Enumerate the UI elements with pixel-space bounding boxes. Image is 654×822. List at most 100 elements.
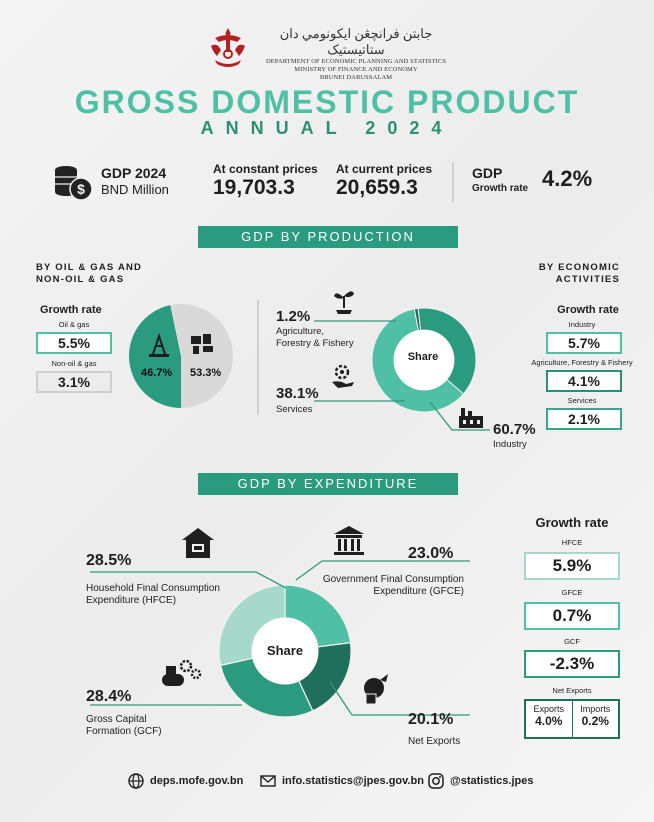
industry-label: Industry bbox=[493, 439, 527, 450]
services-growth-box: 2.1% bbox=[546, 408, 622, 430]
pie-slice-non-oil-gas bbox=[170, 304, 233, 408]
industry-percent: 60.7% bbox=[493, 421, 536, 438]
agri-label-line1: Agriculture, bbox=[276, 326, 325, 337]
pie-oil-percent: 46.7% bbox=[141, 367, 173, 379]
current-prices-label: At current prices bbox=[336, 162, 433, 176]
gdp-growth-label-1: GDP bbox=[472, 165, 503, 181]
expenditure-banner: GDP BY EXPENDITURE bbox=[198, 473, 458, 495]
bulldozer-gears-icon bbox=[162, 659, 202, 686]
hfce-growth-label: HFCE bbox=[561, 538, 583, 547]
page-subtitle: ANNUAL 2024 bbox=[200, 118, 454, 138]
gdp-unit-label: BND Million bbox=[101, 182, 169, 197]
agri-growth-box: 4.1% bbox=[546, 370, 622, 392]
gcf-percent: 28.4% bbox=[86, 688, 132, 705]
oil-growth-heading: Growth rate bbox=[40, 304, 102, 316]
expenditure-share-label: Share bbox=[266, 643, 304, 658]
services-growth-label: Services bbox=[567, 396, 597, 405]
constant-prices-value: 19,703.3 bbox=[213, 176, 295, 199]
summary-divider bbox=[452, 162, 454, 202]
hfce-growth-box: 5.9% bbox=[524, 552, 620, 580]
oil-gas-label: Oil & gas bbox=[58, 320, 90, 329]
exports-cell: Exports 4.0% bbox=[526, 701, 573, 737]
industry-leader-line bbox=[429, 401, 490, 431]
production-divider bbox=[257, 300, 259, 415]
activities-share-label: Share bbox=[407, 351, 439, 363]
gdp-year-label: GDP 2024 bbox=[101, 165, 167, 181]
industry-growth-box: 5.7% bbox=[546, 332, 622, 354]
oil-rig-icon bbox=[149, 332, 169, 357]
oil-gas-heading-line1: BY OIL & GAS AND bbox=[36, 262, 143, 273]
agri-label-line2: Forestry & Fishery bbox=[276, 338, 354, 349]
gcf-label-line1: Gross Capital bbox=[86, 714, 147, 725]
organization-block: جابتن فرانچڠن ايكونومي دان ستاتيستيک DEP… bbox=[256, 26, 456, 82]
activities-donut-chart bbox=[314, 291, 490, 431]
nx-growth-label: Net Exports bbox=[552, 686, 592, 695]
website-text[interactable]: deps.mofe.gov.bn bbox=[150, 775, 244, 787]
globe-icon bbox=[128, 773, 144, 789]
email-icon bbox=[260, 775, 276, 787]
oil-gas-heading: BY OIL & GAS AND NON-OIL & GAS bbox=[36, 262, 142, 286]
exp-growth-heading: Growth rate bbox=[535, 515, 609, 530]
current-prices-value: 20,659.3 bbox=[336, 176, 418, 199]
activities-heading-line1: BY ECONOMIC bbox=[538, 262, 620, 273]
email-text[interactable]: info.statistics@jpes.gov.bn bbox=[282, 775, 424, 787]
donut-slice-industry bbox=[371, 308, 465, 413]
factory-tools-icon bbox=[191, 334, 213, 354]
seedling-icon bbox=[334, 291, 354, 314]
government-building-icon bbox=[334, 526, 364, 555]
gfce-leader-line bbox=[295, 560, 470, 581]
footer-instagram[interactable]: @statistics.jpes bbox=[428, 773, 533, 789]
footer-email[interactable]: info.statistics@jpes.gov.bn bbox=[260, 773, 424, 789]
gfce-growth-label: GFCE bbox=[561, 588, 583, 597]
imports-value: 0.2% bbox=[581, 714, 609, 728]
non-oil-gas-growth-box: 3.1% bbox=[36, 371, 112, 393]
services-percent: 38.1% bbox=[276, 385, 319, 402]
instagram-icon bbox=[428, 773, 444, 789]
nx-leader-line bbox=[329, 681, 470, 716]
hfce-label-line1: Household Final Consumption bbox=[86, 583, 220, 594]
agri-label: Agriculture, Forestry & Fishery bbox=[276, 326, 354, 350]
oil-gas-heading-line2: NON-OIL & GAS bbox=[36, 274, 125, 285]
svg-text:$: $ bbox=[77, 181, 85, 197]
footer-website[interactable]: deps.mofe.gov.bn bbox=[128, 773, 243, 789]
org-jawi-name: جابتن فرانچڠن ايكونومي دان ستاتيستيک bbox=[279, 26, 433, 57]
agri-percent: 1.2% bbox=[276, 308, 311, 325]
expenditure-donut-chart bbox=[90, 526, 470, 718]
production-banner: GDP BY PRODUCTION bbox=[198, 226, 458, 248]
coins-dollar-icon: $ bbox=[55, 166, 93, 201]
hfce-label-line2: Expenditure (HFCE) bbox=[86, 595, 177, 606]
gcf-label-line2: Formation (GCF) bbox=[86, 726, 162, 737]
org-ministry: MINISTRY OF FINANCE AND ECONOMY bbox=[294, 66, 418, 73]
nx-growth-box: Exports 4.0% Imports 0.2% bbox=[524, 699, 620, 739]
donut-center bbox=[252, 618, 318, 684]
nx-label: Net Exports bbox=[408, 736, 461, 747]
gfce-percent: 23.0% bbox=[408, 545, 454, 562]
services-hand-gear-icon bbox=[332, 364, 354, 388]
house-icon bbox=[182, 528, 214, 558]
hfce-label: Household Final Consumption Expenditure … bbox=[86, 583, 220, 607]
gdp-growth-value: 4.2% bbox=[542, 166, 593, 191]
brunei-crest-icon bbox=[211, 28, 245, 67]
org-department: DEPARTMENT OF ECONOMIC PLANNING AND STAT… bbox=[265, 58, 447, 65]
trade-globe-icon bbox=[364, 674, 388, 705]
instagram-text[interactable]: @statistics.jpes bbox=[450, 775, 534, 787]
gcf-label: Gross Capital Formation (GCF) bbox=[86, 714, 162, 738]
activities-donut-slices bbox=[371, 307, 477, 413]
exports-label: Exports bbox=[533, 704, 564, 714]
factory-icon bbox=[459, 408, 483, 428]
activities-heading: BY ECONOMIC ACTIVITIES bbox=[500, 262, 620, 286]
pie-nonoil-percent: 53.3% bbox=[190, 367, 222, 379]
gfce-growth-box: 0.7% bbox=[524, 602, 620, 630]
page-title: GROSS DOMESTIC PRODUCT bbox=[74, 84, 580, 120]
exports-value: 4.0% bbox=[535, 714, 563, 728]
hfce-leader-line bbox=[90, 571, 287, 589]
constant-prices-label: At constant prices bbox=[213, 162, 318, 176]
non-oil-gas-label: Non-oil & gas bbox=[51, 359, 97, 368]
oil-gas-growth-box: 5.5% bbox=[36, 332, 112, 354]
gdp-growth-label-2: Growth rate bbox=[472, 183, 529, 194]
gcf-growth-label: GCF bbox=[564, 637, 580, 646]
gfce-label: Government Final Consumption Expenditure… bbox=[316, 574, 464, 598]
industry-growth-label: Industry bbox=[568, 320, 596, 329]
expenditure-donut-slices bbox=[218, 584, 352, 718]
agri-growth-label: Agriculture, Forestry & Fishery bbox=[531, 358, 633, 367]
